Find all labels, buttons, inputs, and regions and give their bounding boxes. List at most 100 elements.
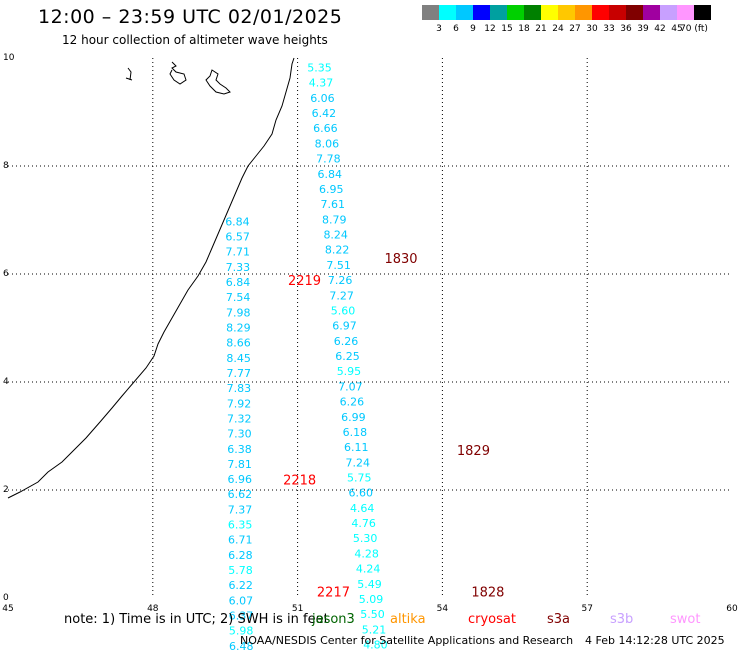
- color-scale-label: 24: [552, 24, 564, 34]
- coastline-path: [7, 57, 295, 499]
- color-swatch: [524, 5, 541, 20]
- wave-height-value: 7.92: [227, 397, 252, 410]
- wave-height-value: 6.66: [313, 122, 338, 135]
- color-swatch: [422, 5, 439, 20]
- wave-height-value: 5.75: [347, 471, 372, 484]
- wave-height-value: 6.96: [227, 473, 252, 486]
- pass-time-label: 2217: [317, 585, 350, 600]
- wave-height-value: 7.83: [227, 382, 252, 395]
- color-swatch: [643, 5, 660, 20]
- color-swatch: [677, 5, 694, 20]
- color-scale-label: 27: [569, 24, 580, 34]
- color-swatch: [575, 5, 592, 20]
- wave-height-value: 5.60: [331, 304, 356, 317]
- wave-height-value: 8.79: [322, 213, 347, 226]
- color-swatch: [541, 5, 558, 20]
- wave-height-value: 7.81: [227, 458, 252, 471]
- wave-height-value: 7.98: [226, 306, 251, 319]
- wave-height-value: 5.35: [307, 62, 332, 75]
- wave-height-value: 4.80: [363, 639, 388, 650]
- satellite-legend-item: jason3: [312, 612, 355, 627]
- wave-height-value: 7.26: [328, 274, 353, 287]
- wave-height-value: 7.78: [316, 153, 341, 166]
- wave-height-value: 6.37: [229, 610, 254, 623]
- wave-height-value: 5.09: [359, 593, 384, 606]
- wave-height-value: 6.99: [341, 411, 366, 424]
- altimeter-tracks: 6.84 6.57 7.71 7.33 6.84 7.54 7.98 8.29 8.66 8.45…: [225, 62, 504, 650]
- wave-height-value: 6.38: [227, 443, 252, 456]
- latitude-tick-label: 2: [3, 485, 9, 495]
- color-scale-label: 33: [603, 24, 614, 34]
- wave-height-value: 4.76: [351, 517, 376, 530]
- wave-height-value: 7.27: [329, 289, 354, 302]
- wave-height-value: 8.22: [325, 244, 350, 257]
- color-scale-label: 30: [586, 24, 598, 34]
- wave-height-value: 6.26: [340, 396, 365, 409]
- wave-height-value: 7.07: [338, 380, 363, 393]
- satellite-legend-item: cryosat: [468, 612, 516, 627]
- wave-height-value: 8.06: [315, 137, 340, 150]
- wave-height-value: 5.49: [357, 578, 382, 591]
- color-swatch: [456, 5, 473, 20]
- wave-height-value: 6.22: [228, 579, 253, 592]
- island-path: [125, 67, 133, 81]
- wave-height-value: 4.28: [354, 547, 379, 560]
- island-path: [205, 69, 231, 95]
- wave-height-value: 7.32: [227, 412, 252, 425]
- color-scale-label: 36: [620, 24, 632, 34]
- island-path: [169, 61, 187, 85]
- generation-timestamp: 4 Feb 14:12:28 UTC 2025: [585, 634, 725, 647]
- wave-height-value: 8.29: [226, 322, 251, 335]
- color-scale-label: 42: [654, 24, 665, 34]
- wave-height-value: 6.97: [332, 320, 357, 333]
- longitude-tick-label: 48: [147, 604, 159, 614]
- longitude-tick-label: 45: [2, 604, 13, 614]
- longitude-tick-label: 51: [292, 604, 303, 614]
- color-swatch: [609, 5, 626, 20]
- wave-height-value: 8.45: [226, 352, 251, 365]
- latitude-tick-label: 0: [3, 593, 9, 603]
- wave-height-value: 8.66: [226, 337, 251, 350]
- satellite-legend-item: altika: [390, 612, 426, 627]
- color-swatch: [626, 5, 643, 20]
- wave-height-value: 6.06: [310, 92, 335, 105]
- pass-time-label: 1830: [384, 252, 417, 267]
- color-swatch: [558, 5, 575, 20]
- satellite-legend-item: s3a: [547, 612, 571, 627]
- wave-height-value: 4.37: [309, 77, 334, 90]
- color-swatch: [660, 5, 677, 20]
- latitude-tick-label: 6: [3, 269, 9, 279]
- wave-height-value: 7.71: [225, 246, 250, 259]
- color-swatch: [439, 5, 456, 20]
- wave-height-value: 6.18: [343, 426, 368, 439]
- longitude-tick-label: 57: [581, 604, 592, 614]
- color-scale-label: 21: [535, 24, 546, 34]
- wave-height-value: 6.84: [318, 168, 343, 181]
- coastline: [7, 57, 295, 499]
- pass-time-label: 2218: [283, 474, 316, 489]
- wave-height-value: 6.11: [344, 441, 369, 454]
- color-scale-label: 15: [501, 24, 512, 34]
- color-scale-label: 18: [518, 24, 530, 34]
- color-scale-label: 12: [484, 24, 495, 34]
- wave-height-value: 6.07: [229, 594, 254, 607]
- wave-height-value: 5.50: [360, 608, 385, 621]
- wave-height-value: 6.62: [228, 488, 253, 501]
- wave-height-value: 6.35: [228, 519, 253, 532]
- wave-height-value: 7.24: [346, 456, 371, 469]
- pass-time-label: 1828: [471, 585, 504, 600]
- wave-height-value: 7.33: [226, 261, 251, 274]
- wave-height-value: 6.95: [319, 183, 344, 196]
- color-scale-label: 3: [436, 24, 442, 34]
- wave-height-value: 4.64: [350, 502, 375, 515]
- wave-height-value: 7.61: [321, 198, 346, 211]
- credit-line: NOAA/NESDIS Center for Satellite Applica…: [240, 634, 574, 647]
- longitude-tick-label: 60: [726, 604, 738, 614]
- wave-height-value: 7.30: [227, 428, 252, 441]
- wave-height-value: 5.78: [228, 564, 253, 577]
- wave-height-value: 6.28: [228, 549, 253, 562]
- map-title: 12:00 – 23:59 UTC 02/01/2025: [38, 6, 343, 28]
- pass-time-label: 1829: [457, 444, 490, 459]
- color-swatch: [507, 5, 524, 20]
